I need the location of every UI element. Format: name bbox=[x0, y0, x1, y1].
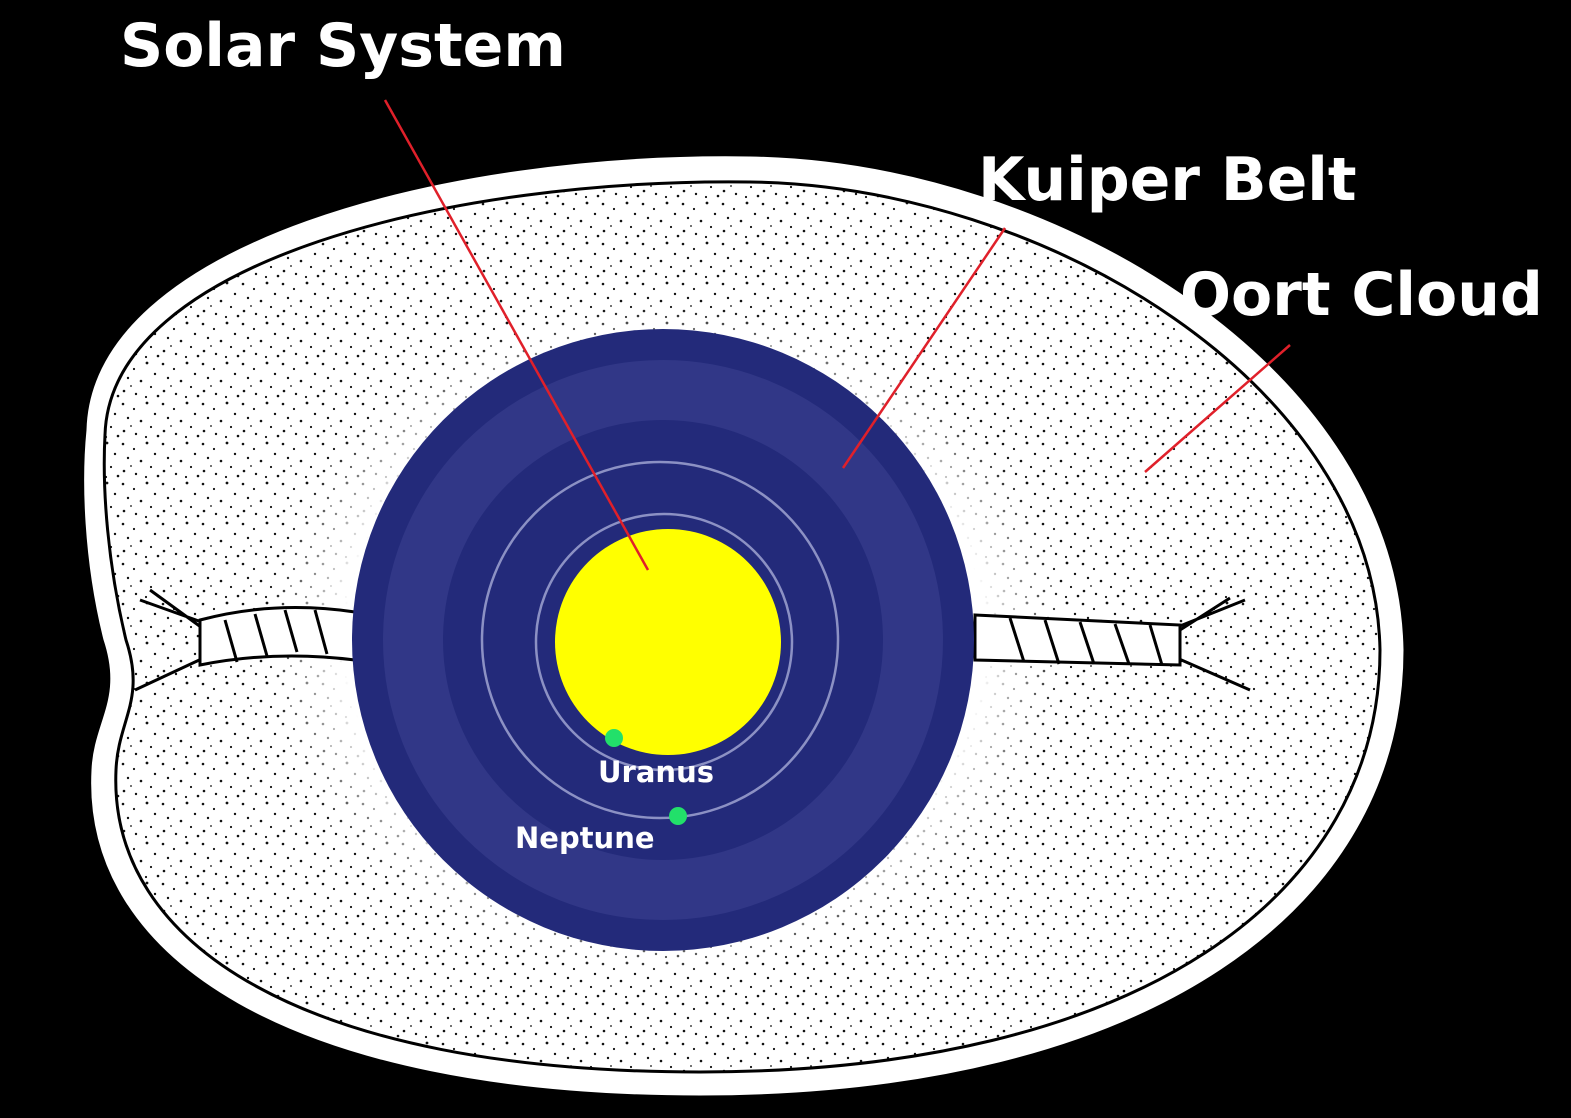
leader-lines bbox=[383, 99, 1291, 571]
uranus-dot bbox=[605, 729, 623, 747]
leader-line bbox=[841, 227, 1007, 469]
sun bbox=[555, 529, 781, 755]
planet-label: Uranus bbox=[598, 755, 714, 789]
belt-haze bbox=[383, 360, 943, 920]
rope-left bbox=[134, 588, 357, 692]
rope-right bbox=[973, 596, 1251, 692]
neptune-orbit bbox=[480, 460, 840, 820]
neptune-dot bbox=[669, 807, 687, 825]
leader-line bbox=[383, 99, 650, 571]
callout-label: Oort Cloud bbox=[1180, 260, 1543, 330]
planet-label: Neptune bbox=[515, 821, 655, 855]
callout-label: Solar System bbox=[120, 11, 566, 81]
callout-label: Kuiper Belt bbox=[978, 145, 1357, 215]
uranus-orbit bbox=[534, 512, 794, 772]
leader-line bbox=[1144, 344, 1291, 473]
